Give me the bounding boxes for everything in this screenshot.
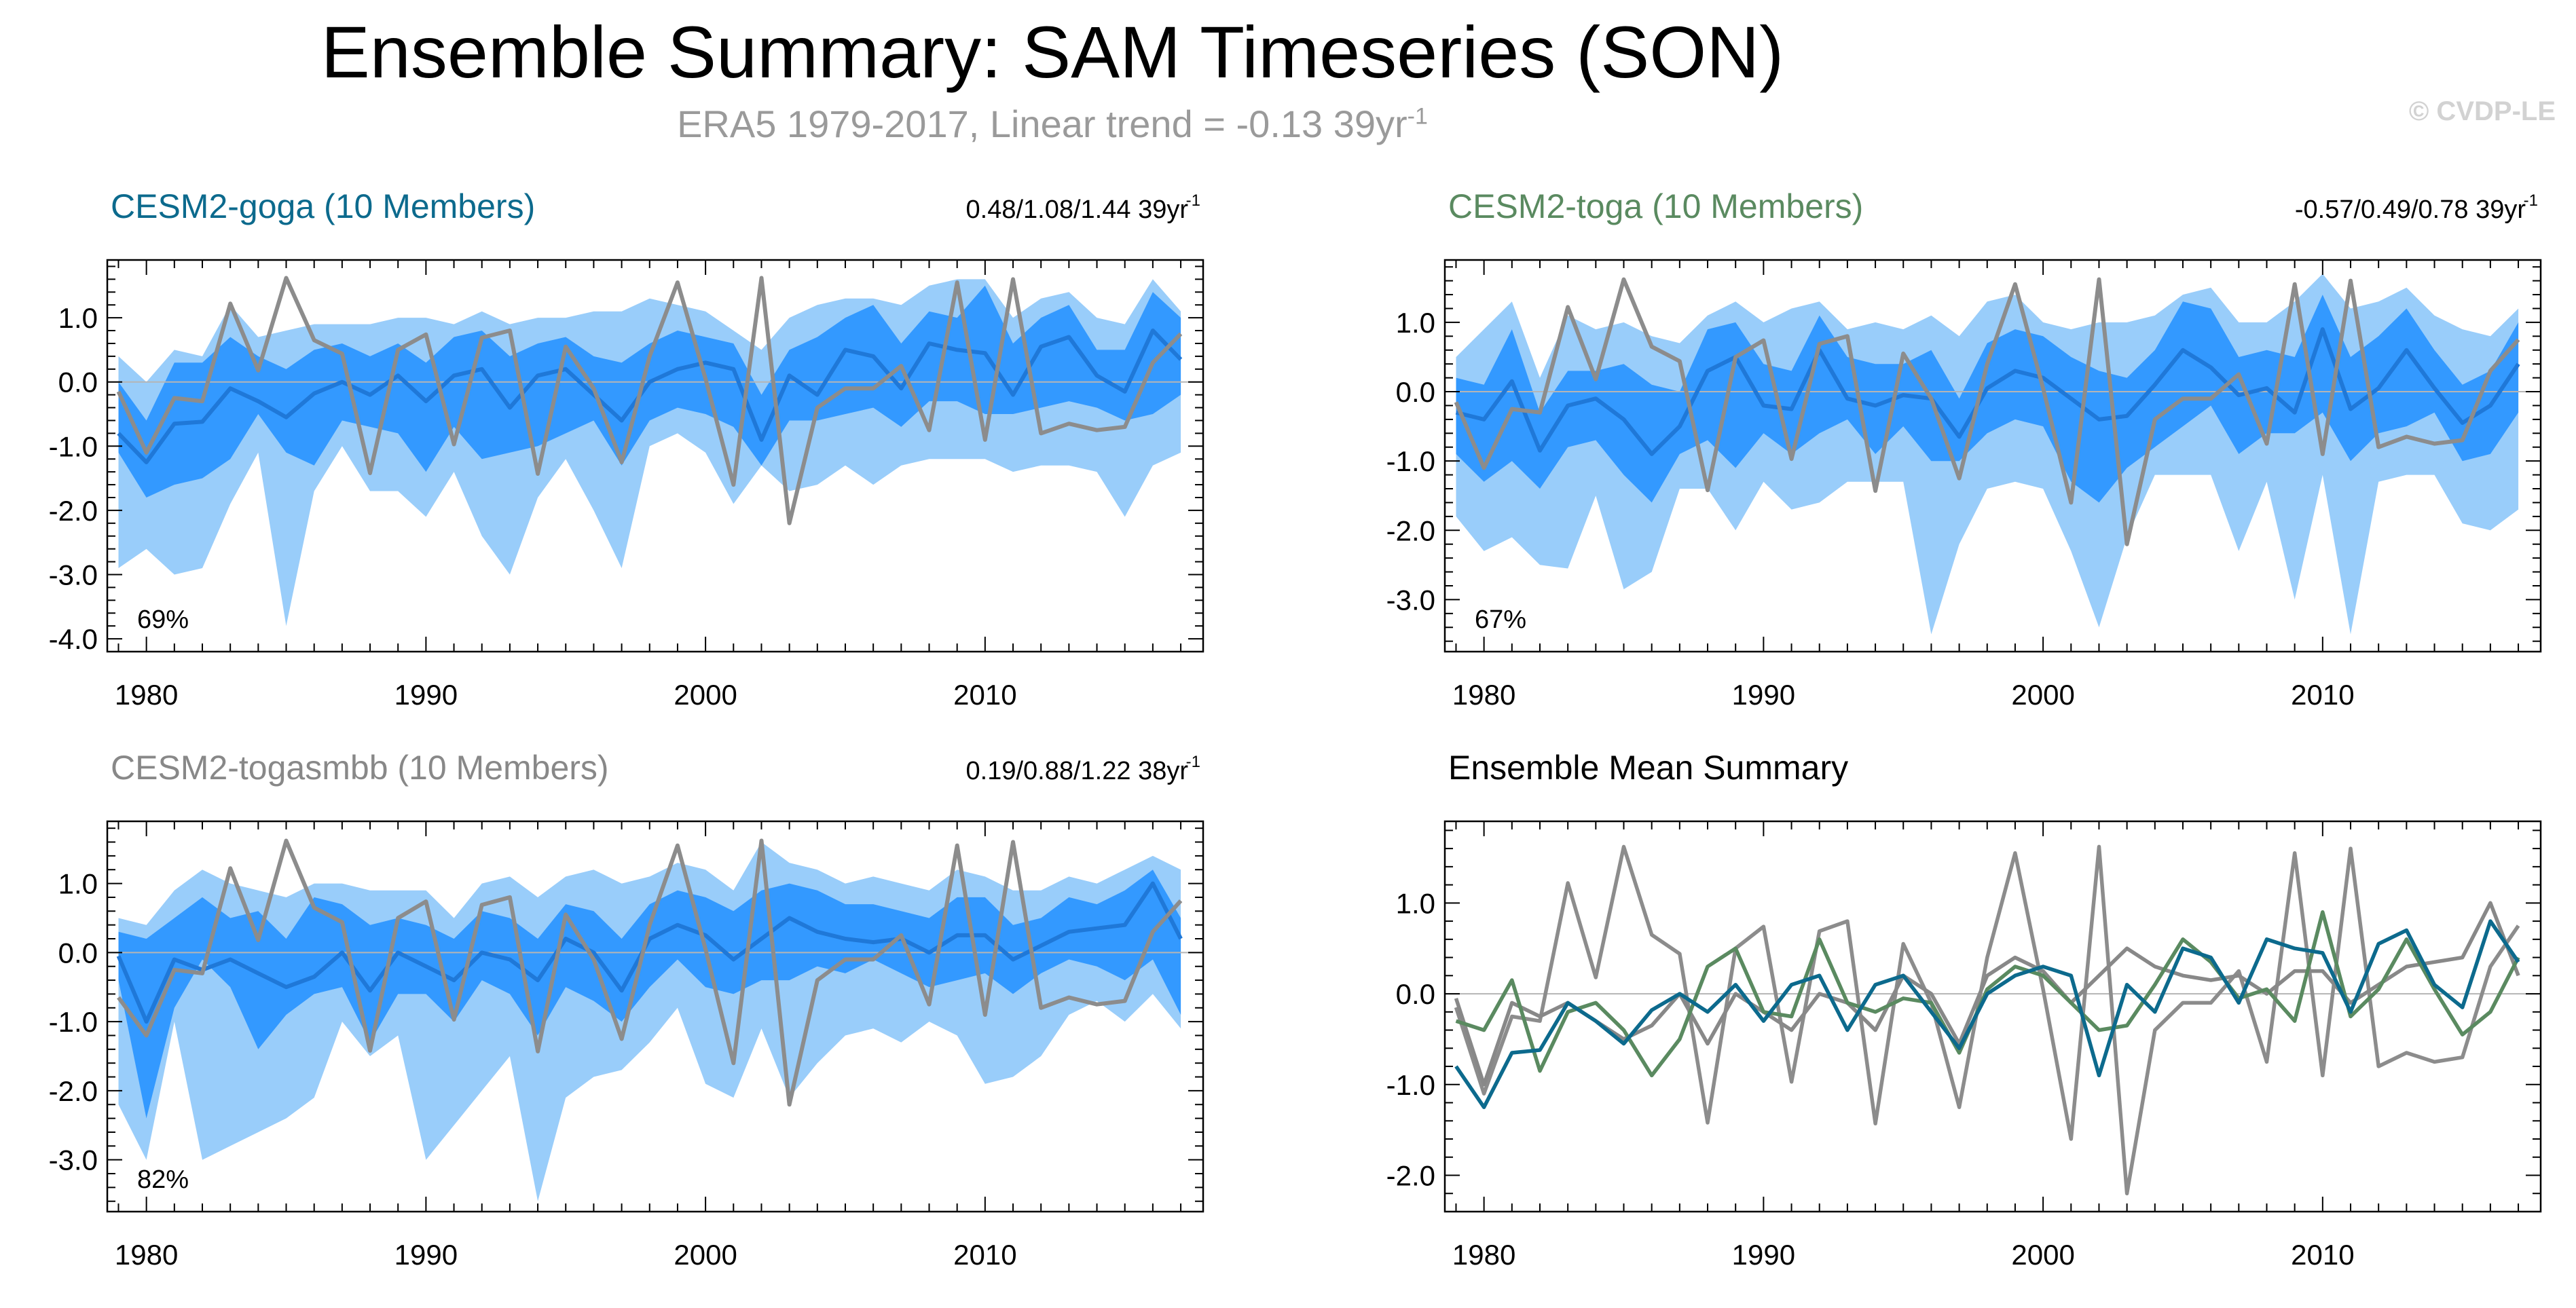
series-line-cesm2-toga [1455,910,2520,1078]
figure-subtitle: ERA5 1979-2017, Linear trend = -0.13 39y… [0,102,2105,146]
plot-area [107,838,1203,1201]
y-tick-label: 0.0 [58,367,98,398]
x-tick-label: 1990 [394,679,458,711]
x-tick-label: 2000 [674,679,737,711]
plot-area [107,276,1203,627]
x-tick-label: 1990 [1732,679,1795,711]
trend-superscript: -1 [1186,191,1200,210]
x-tick-label: 1980 [1452,679,1515,711]
panel-title: CESM2-toga (10 Members) [1448,187,1863,225]
panel-title: Ensemble Mean Summary [1448,749,1848,787]
subtitle-superscript: -1 [1407,103,1428,130]
trend-label: -0.57/0.49/0.78 39yr [2295,195,2526,224]
y-tick-label: -2.0 [1386,515,1435,546]
plot-frame [1443,259,2542,653]
ensemble-10-90-band [1456,295,2519,503]
panel-ensmean: Ensemble Mean Summary 1.0 0.0 -1.0 -2.0 1980 1… [1386,749,2542,1271]
y-tick-label: -1.0 [49,430,98,462]
x-tick-label: 2010 [953,1239,1016,1271]
panel-toga: CESM2-toga (10 Members) -0.57/0.49/0.78 3… [1386,187,2542,711]
y-tick-label: 0.0 [1396,978,1435,1010]
subtitle-text: ERA5 1979-2017, Linear trend = -0.13 39y… [677,102,1407,145]
plot-area [1445,274,2541,635]
x-tick-label: 2010 [2291,679,2354,711]
ensemble-mean-line [116,881,1183,1024]
plot-frame [106,259,1204,653]
y-tick-label: 1.0 [58,868,98,900]
panel-title: CESM2-togasmbb (10 Members) [111,749,609,787]
observed-line [1454,277,2520,546]
y-tick-label: -1.0 [1386,445,1435,477]
x-tick-label: 2000 [2011,1239,2074,1271]
y-tick-label: 0.0 [58,937,98,969]
y-tick-label: 0.0 [1396,376,1435,408]
ensemble-10-90-band [118,870,1181,1119]
figure-title: Ensemble Summary: SAM Timeseries (SON) [320,11,1784,93]
ensemble-mean-line [117,329,1183,464]
series-line-cesm2-goga [1454,919,2520,1109]
panel-togasmbb: CESM2-togasmbb (10 Members) 0.19/0.88/1.2… [49,749,1204,1271]
x-tick-label: 1990 [394,1239,458,1271]
y-tick-label: -1.0 [1386,1069,1435,1101]
panel-title: CESM2-goga (10 Members) [111,187,535,225]
plot-frame [1443,820,2542,1213]
y-tick-label: -4.0 [49,623,98,655]
plot-area [1445,844,2541,1196]
y-tick-label: 1.0 [1396,887,1435,919]
y-tick-label: 1.0 [1396,307,1435,339]
percent-label: 67% [1475,605,1526,634]
y-tick-label: 1.0 [58,302,98,334]
panel-goga: CESM2-goga (10 Members) 0.48/1.08/1.44 39… [49,187,1204,711]
observed-line [116,276,1183,525]
y-tick-label: -3.0 [1386,584,1435,616]
y-tick-label: -2.0 [1386,1160,1435,1192]
x-tick-label: 1990 [1732,1239,1795,1271]
x-tick-label: 2010 [953,679,1016,711]
trend-label: 0.19/0.88/1.22 38yr [966,757,1189,785]
copyright-label: © CVDP-LE [2408,96,2556,126]
percent-label: 69% [137,605,189,634]
y-tick-label: -3.0 [49,1144,98,1176]
ensemble-mean-line [1455,327,2520,456]
ensemble-10-90-band [118,285,1181,498]
x-tick-label: 2010 [2291,1239,2354,1271]
y-tick-label: -2.0 [49,495,98,527]
x-tick-label: 1980 [1452,1239,1515,1271]
y-tick-label: -3.0 [49,559,98,591]
percent-label: 82% [137,1165,189,1194]
x-tick-label: 2000 [2011,679,2074,711]
y-tick-label: -1.0 [49,1006,98,1038]
x-tick-label: 2000 [674,1239,737,1271]
trend-label: 0.48/1.08/1.44 39yr [966,195,1189,224]
trend-superscript: -1 [2524,191,2538,210]
trend-superscript: -1 [1186,753,1200,771]
observed-line [117,838,1183,1107]
x-tick-label: 1980 [115,1239,178,1271]
plot-frame [106,820,1204,1213]
x-tick-label: 1980 [115,679,178,711]
y-tick-label: -2.0 [49,1075,98,1107]
series-line-era5 [1454,844,2520,1196]
